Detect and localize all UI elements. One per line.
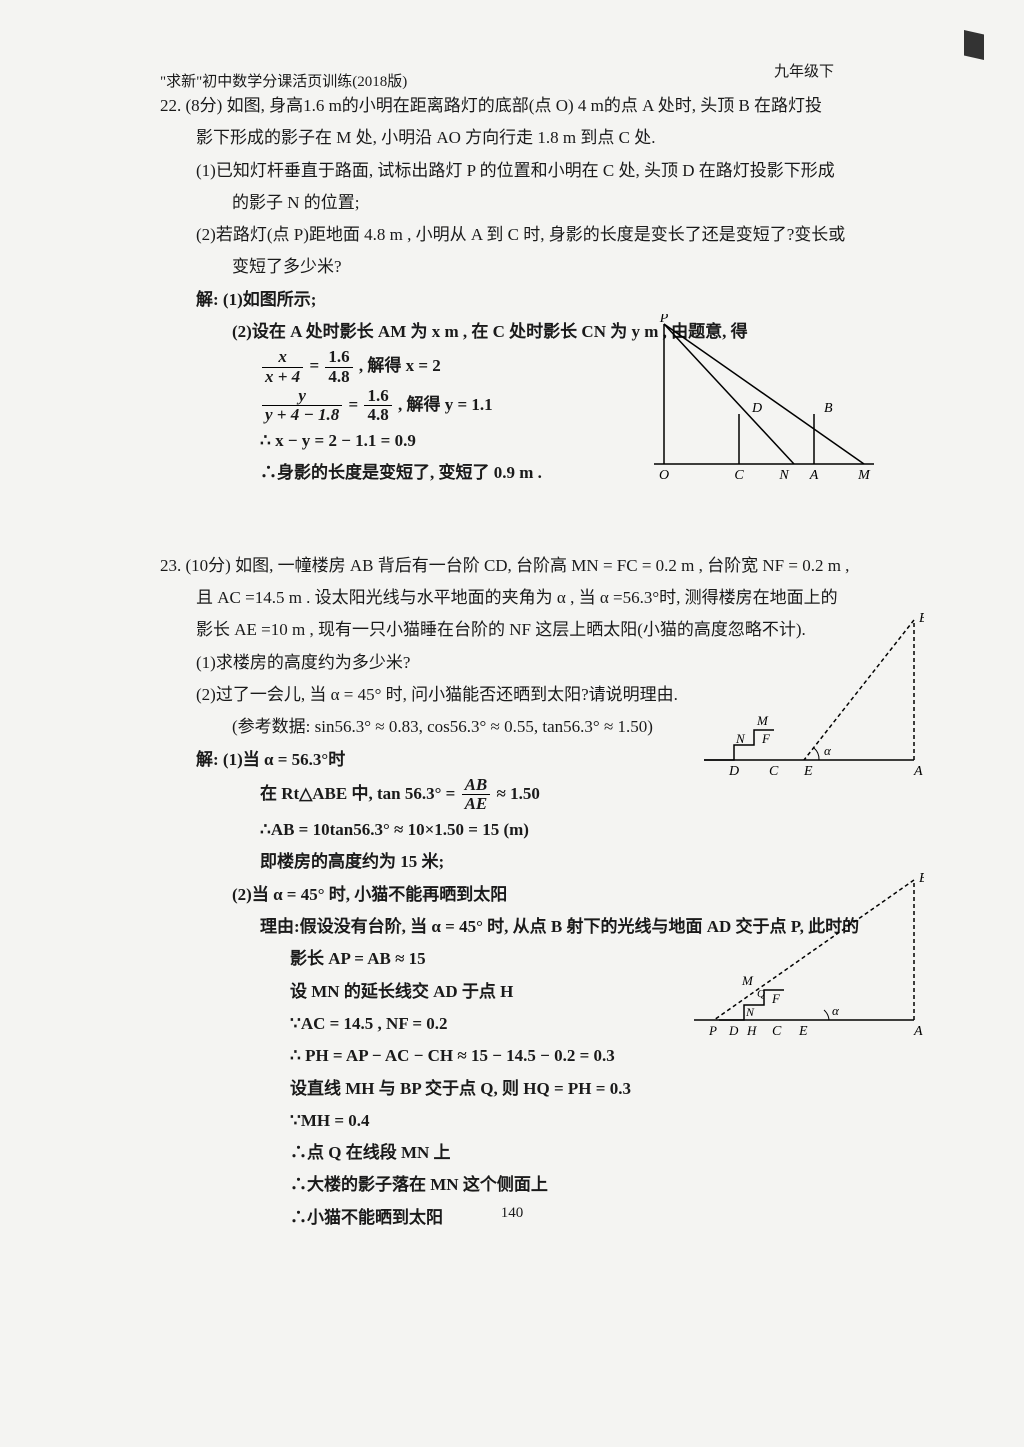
- p23-number: 23.: [160, 556, 181, 575]
- p22-eq1-num: x: [262, 348, 303, 368]
- p22-eq1-rnum: 1.6: [325, 348, 352, 368]
- p23-sol1-line1: 在 Rt△ABE 中, tan 56.3° = AB AE ≈ 1.50: [160, 776, 914, 814]
- p23-sol2-l5: 设直线 MH 与 BP 交于点 Q, 则 HQ = PH = 0.3: [160, 1073, 914, 1105]
- lbl-A: A: [809, 468, 819, 483]
- p22-stem2: 影下形成的影子在 M 处, 小明沿 AO 方向行走 1.8 m 到点 C 处.: [160, 122, 914, 154]
- p22-sol1: (1)如图所示;: [223, 290, 316, 309]
- p22-sol-line1: 解: (1)如图所示;: [160, 284, 914, 316]
- p22-q2b: 变短了多少米?: [160, 251, 914, 283]
- p22-sol-label: 解:: [196, 290, 219, 309]
- d1-alpha: α: [824, 743, 832, 758]
- p22-eq1-rhs: 1.6 4.8: [325, 348, 352, 386]
- p22-stem1: 22. (8分) 如图, 身高1.6 m的小明在距离路灯的底部(点 O) 4 m…: [160, 90, 914, 122]
- p22-q1b: 的影子 N 的位置;: [160, 187, 914, 219]
- lbl-C: C: [734, 468, 744, 483]
- d2-B: B: [919, 871, 924, 886]
- p23-points: (10分): [186, 556, 231, 575]
- d2-P: P: [708, 1023, 717, 1038]
- lbl-N: N: [778, 468, 789, 483]
- d2-Q: Q: [757, 988, 765, 1000]
- d2-M: M: [741, 973, 754, 988]
- d1-F: F: [761, 731, 771, 746]
- p22-number: 22.: [160, 96, 181, 115]
- p23-sol1-l1a: 在 Rt△ABE 中, tan 56.3° =: [260, 784, 460, 803]
- p22-points: (8分): [186, 96, 223, 115]
- d1-A: A: [913, 764, 923, 779]
- p22-eq2-rnum: 1.6: [364, 387, 391, 407]
- p22-q1: (1)已知灯杆垂直于路面, 试标出路灯 P 的位置和小明在 C 处, 头顶 D …: [160, 155, 914, 187]
- p23-sol1-line2: ∴AB = 10tan56.3° ≈ 10×1.50 = 15 (m): [160, 814, 914, 846]
- d2-alpha: α: [832, 1003, 840, 1018]
- d2-H: H: [746, 1023, 757, 1038]
- header-right: 九年级下: [774, 58, 834, 87]
- p23-sol2-l6: ∵MH = 0.4: [160, 1105, 914, 1137]
- p22-eq1-tail: , 解得 x = 2: [359, 356, 441, 375]
- p23-frac-num: AB: [462, 776, 491, 796]
- p22-eq2-num: y: [262, 387, 342, 407]
- p22-eq2-den: y + 4 − 1.8: [262, 406, 342, 425]
- p23-sol2-l8: ∴大楼的影子落在 MN 这个侧面上: [160, 1169, 914, 1201]
- d1-E: E: [803, 764, 813, 779]
- lbl-D: D: [751, 401, 762, 416]
- p22-eq1-lhs: x x + 4: [262, 348, 303, 386]
- p23-stem1-text: 如图, 一幢楼房 AB 背后有一台阶 CD, 台阶高 MN = FC = 0.2…: [235, 556, 849, 575]
- p23-sol2-l7: ∴点 Q 在线段 MN 上: [160, 1137, 914, 1169]
- eq-sign: =: [309, 356, 323, 375]
- d2-A: A: [913, 1024, 923, 1039]
- lbl-M: M: [857, 468, 871, 483]
- d1-C: C: [769, 764, 779, 779]
- p23-sol1-head-text: (1)当 α = 56.3°时: [223, 750, 345, 769]
- lbl-P: P: [659, 314, 669, 326]
- p22-eq1-rden: 4.8: [325, 368, 352, 387]
- p22-eq1-den: x + 4: [262, 368, 303, 387]
- p23-sol-label: 解:: [196, 750, 219, 769]
- p23-sol1-frac: AB AE: [462, 776, 491, 814]
- p23-frac-den: AE: [462, 795, 491, 814]
- p22-q2: (2)若路灯(点 P)距地面 4.8 m , 小明从 A 到 C 时, 身影的长…: [160, 219, 914, 251]
- d2-F: F: [771, 991, 781, 1006]
- p23-sol1-l1b: ≈ 1.50: [497, 784, 540, 803]
- p22-diagram: P D B O C N A M: [634, 314, 884, 484]
- problem-23: 23. (10分) 如图, 一幢楼房 AB 背后有一台阶 CD, 台阶高 MN …: [160, 550, 914, 1234]
- p22-eq2-rden: 4.8: [364, 406, 391, 425]
- eq-sign: =: [349, 395, 363, 414]
- d1-D: D: [728, 764, 739, 779]
- d1-B: B: [919, 611, 924, 626]
- p23-sol2-l4: ∴ PH = AP − AC − CH ≈ 15 − 14.5 − 0.2 = …: [160, 1040, 914, 1072]
- d1-M: M: [756, 713, 769, 728]
- problem-22: 22. (8分) 如图, 身高1.6 m的小明在距离路灯的底部(点 O) 4 m…: [160, 90, 914, 490]
- p23-diagram2: B M Q N F α P D H C E A: [664, 870, 924, 1040]
- lbl-B: B: [824, 401, 833, 416]
- corner-mark: [964, 30, 984, 60]
- d2-E: E: [798, 1024, 808, 1039]
- page: "求新"初中数学分课活页训练(2018版) 九年级下 22. (8分) 如图, …: [0, 0, 1024, 1447]
- p22-eq2-rhs: 1.6 4.8: [364, 387, 391, 425]
- page-number: 140: [0, 1199, 1024, 1228]
- d1-N: N: [735, 731, 746, 746]
- d2-C: C: [772, 1024, 782, 1039]
- d2-D: D: [728, 1023, 739, 1038]
- lbl-O: O: [659, 468, 669, 483]
- p23-diagram1: B M N F α D C E A: [664, 610, 924, 780]
- p22-stem1-text: 如图, 身高1.6 m的小明在距离路灯的底部(点 O) 4 m的点 A 处时, …: [227, 96, 822, 115]
- p22-solution: 解: (1)如图所示; (2)设在 A 处时影长 AM 为 x m , 在 C …: [160, 284, 914, 490]
- content: 22. (8分) 如图, 身高1.6 m的小明在距离路灯的底部(点 O) 4 m…: [160, 90, 914, 1234]
- p22-eq2-lhs: y y + 4 − 1.8: [262, 387, 342, 425]
- p23-stem1: 23. (10分) 如图, 一幢楼房 AB 背后有一台阶 CD, 台阶高 MN …: [160, 550, 914, 582]
- p22-eq2-tail: , 解得 y = 1.1: [398, 395, 493, 414]
- d2-N: N: [745, 1005, 755, 1019]
